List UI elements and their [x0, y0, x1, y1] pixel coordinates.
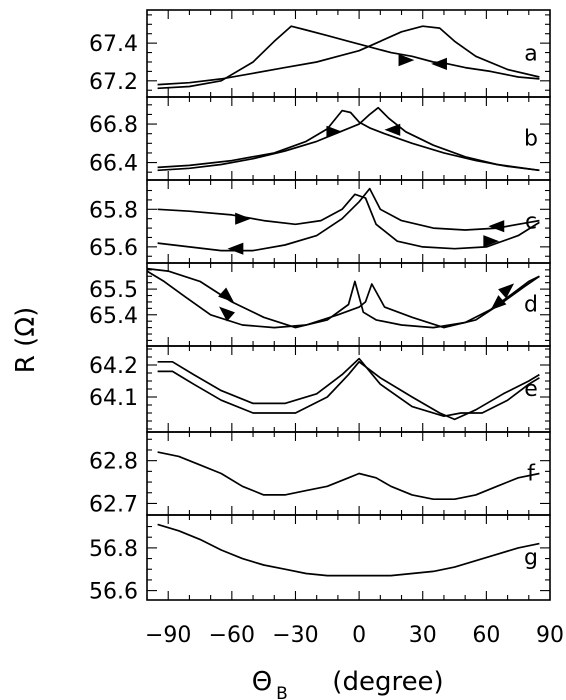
sweep-arrow: [398, 54, 415, 67]
y-tick-label: 56.8: [89, 537, 138, 562]
panel-frame: [146, 431, 551, 516]
y-tick-label: 64.2: [89, 354, 138, 379]
sweep-arrow: [431, 57, 447, 70]
series-line: [157, 451, 540, 501]
sweep-arrow: [483, 235, 500, 248]
x-tick-label: −30: [272, 623, 318, 648]
series-line: [157, 360, 540, 421]
y-tick-label: 64.1: [89, 386, 138, 411]
series-line: [157, 187, 540, 252]
sweep-arrow: [219, 306, 235, 322]
sweep-arrow: [235, 212, 251, 225]
panel-d: 65.465.5 d: [89, 262, 551, 347]
x-tick-label: 90: [536, 623, 564, 648]
panel-f: 62.7 62.8 f: [89, 431, 551, 517]
y-tick-label: 56.6: [89, 580, 138, 605]
panel-a: 67.2 67.4 a: [89, 9, 551, 98]
series-line: [157, 25, 540, 86]
panel-letter-f: f: [527, 462, 536, 487]
sweep-arrow: [326, 125, 343, 138]
series-line: [157, 25, 540, 90]
sweep-arrow: [218, 287, 235, 303]
y-tick-label: 65.5: [89, 278, 138, 303]
x-tick-label: −60: [209, 623, 255, 648]
sweep-arrow: [227, 242, 244, 255]
sweep-arrow: [384, 123, 401, 136]
panel-letter-e: e: [524, 377, 538, 402]
y-tick-label: 66.4: [89, 152, 138, 177]
panel-letter-a: a: [524, 42, 537, 67]
y-tick-label: 67.4: [89, 32, 138, 57]
y-tick-label: 62.8: [89, 450, 138, 475]
y-tick-label: 66.8: [89, 113, 138, 138]
y-tick-label: 67.2: [89, 70, 138, 95]
series-line: [146, 270, 540, 329]
panel-frame: [146, 179, 551, 264]
x-axis-title-subscript: B: [276, 684, 288, 700]
panel-frame: [146, 514, 551, 601]
y-axis-title: R (Ω): [11, 307, 41, 374]
x-axis-title-symbol: Θ: [252, 667, 272, 697]
x-axis-title: Θ B (degree): [252, 667, 444, 700]
panel-b: 66.4 66.8 b: [89, 96, 551, 181]
panel-letter-g: g: [524, 546, 538, 571]
panel-frame: [146, 96, 551, 181]
x-tick-label: −90: [145, 623, 191, 648]
series-line: [146, 267, 540, 329]
x-tick-label: 60: [472, 623, 500, 648]
y-tick-label: 65.8: [89, 198, 138, 223]
panel-c: 65.665.8 c: [89, 179, 551, 264]
sweep-arrow: [490, 295, 507, 311]
x-tick-label: 0: [352, 623, 366, 648]
series-line: [157, 523, 540, 577]
panel-frame: [146, 345, 551, 433]
series-line: [157, 193, 540, 250]
x-tick-label: 30: [409, 623, 437, 648]
panel-letter-b: b: [524, 127, 538, 152]
x-axis-title-unit: (degree): [332, 667, 443, 697]
panel-letter-d: d: [524, 293, 538, 318]
y-tick-label: 62.7: [89, 492, 138, 517]
y-tick-label: 65.6: [89, 236, 138, 261]
series-line: [157, 106, 540, 172]
panel-e: 64.1 64.2 e: [89, 345, 551, 433]
series-line: [157, 357, 540, 418]
x-axis-tick-labels: −90 −60 −30 0 30 60 90: [145, 623, 564, 648]
y-tick-label: 65.4: [89, 304, 138, 329]
sweep-arrow: [488, 220, 505, 233]
series-line: [157, 109, 540, 172]
panel-g: 56.6 56.8 g: [89, 514, 551, 605]
sweep-arrow: [498, 283, 515, 299]
